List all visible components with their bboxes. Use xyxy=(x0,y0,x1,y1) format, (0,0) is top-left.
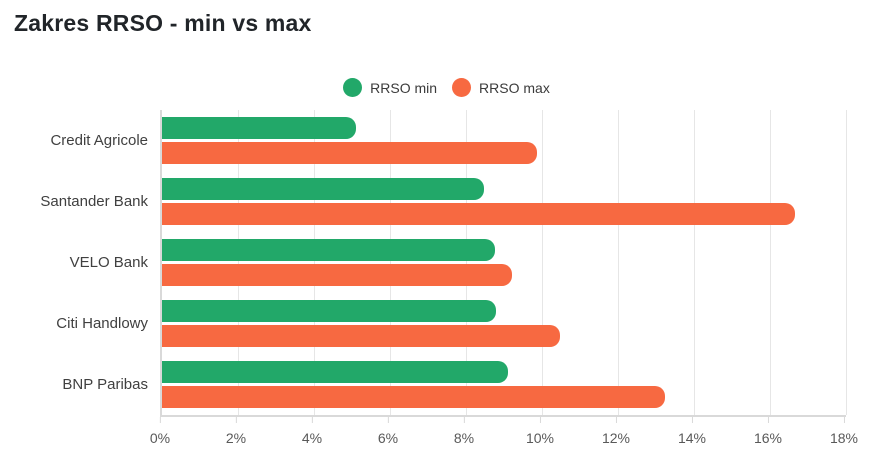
x-tick-label: 6% xyxy=(377,430,399,446)
category-labels: Credit Agricole Santander Bank VELO Bank Ci… xyxy=(0,110,148,415)
bar-row-citi-handlowy xyxy=(162,293,846,354)
bar-rrso-min-citi-handlowy[interactable] xyxy=(162,300,497,322)
bar-rrso-min-bnp-paribas[interactable] xyxy=(162,361,508,383)
x-tick-mark xyxy=(463,417,465,423)
bar-rrso-max-santander-bank[interactable] xyxy=(162,203,796,225)
x-tick-label: 12% xyxy=(601,430,631,446)
bar-rrso-max-velo-bank[interactable] xyxy=(162,264,512,286)
gridline-6 xyxy=(390,110,391,415)
bar-row-santander-bank xyxy=(162,171,846,232)
x-tick-label: 18% xyxy=(829,430,859,446)
x-tick-16: 16% xyxy=(754,417,782,446)
x-tick-label: 16% xyxy=(753,430,782,446)
x-tick-label: 4% xyxy=(301,430,323,446)
x-tick-10: 10% xyxy=(526,417,554,446)
bar-rows xyxy=(162,110,846,415)
x-tick-mark xyxy=(387,417,389,423)
x-tick-mark xyxy=(159,417,161,423)
legend-label-max: RRSO max xyxy=(479,79,550,96)
bar-row-velo-bank xyxy=(162,232,846,293)
legend-item-rrso-min[interactable]: RRSO min xyxy=(343,78,437,97)
x-tick-label: 8% xyxy=(453,430,475,446)
category-label-citi-handlowy: Citi Handlowy xyxy=(56,315,148,332)
x-tick-mark xyxy=(691,417,693,423)
bar-rrso-max-citi-handlowy[interactable] xyxy=(162,325,560,347)
bar-rrso-max-credit-agricole[interactable] xyxy=(162,142,538,164)
x-tick-14: 14% xyxy=(678,417,706,446)
bar-row-bnp-paribas xyxy=(162,354,846,415)
x-tick-label: 14% xyxy=(677,430,707,446)
x-tick-mark xyxy=(843,417,845,423)
gridline-4 xyxy=(313,110,315,415)
bar-rrso-max-bnp-paribas[interactable] xyxy=(162,386,665,408)
x-tick-4: 4% xyxy=(302,417,322,446)
x-tick-12: 12% xyxy=(602,417,630,446)
gridline-18 xyxy=(846,110,847,415)
x-axis: 0% 2% 4% 6% 8% 10% 12% 14% 16% 18% xyxy=(150,417,858,462)
category-label-bnp-paribas: BNP Paribas xyxy=(62,376,148,393)
x-tick-6: 6% xyxy=(378,417,398,446)
category-label-velo-bank: VELO Bank xyxy=(69,254,148,271)
x-tick-18: 18% xyxy=(830,417,858,446)
x-tick-8: 8% xyxy=(454,417,474,446)
x-tick-mark xyxy=(235,417,237,423)
bar-row-credit-agricole xyxy=(162,110,846,171)
x-tick-mark xyxy=(615,417,617,423)
x-tick-label: 2% xyxy=(225,430,247,446)
x-tick-mark xyxy=(767,417,769,423)
category-label-santander-bank: Santander Bank xyxy=(40,193,148,210)
gridline-14 xyxy=(694,110,695,415)
gridline-10 xyxy=(542,110,543,415)
x-tick-2: 2% xyxy=(226,417,246,446)
gridline-2 xyxy=(237,110,239,415)
legend-label-min: RRSO min xyxy=(370,79,438,96)
category-label-credit-agricole: Credit Agricole xyxy=(50,132,148,149)
plot-area xyxy=(160,110,847,417)
x-tick-mark xyxy=(311,417,313,423)
chart-legend: RRSO min RRSO max xyxy=(0,78,893,97)
gridline-8 xyxy=(465,110,467,415)
x-tick-0: 0% xyxy=(150,417,170,446)
legend-marker-max-icon xyxy=(452,78,472,97)
x-tick-label: 10% xyxy=(525,430,555,446)
legend-marker-min-icon xyxy=(343,78,363,97)
bar-rrso-min-credit-agricole[interactable] xyxy=(162,117,356,139)
gridline-12 xyxy=(618,110,619,415)
legend-item-rrso-max[interactable]: RRSO max xyxy=(452,78,550,97)
bar-rrso-min-velo-bank[interactable] xyxy=(162,239,496,261)
x-tick-mark xyxy=(539,417,541,423)
bar-rrso-min-santander-bank[interactable] xyxy=(162,178,484,200)
gridline-16 xyxy=(769,110,771,415)
chart-title: Zakres RRSO - min vs max xyxy=(14,10,312,36)
x-tick-label: 0% xyxy=(149,430,171,446)
